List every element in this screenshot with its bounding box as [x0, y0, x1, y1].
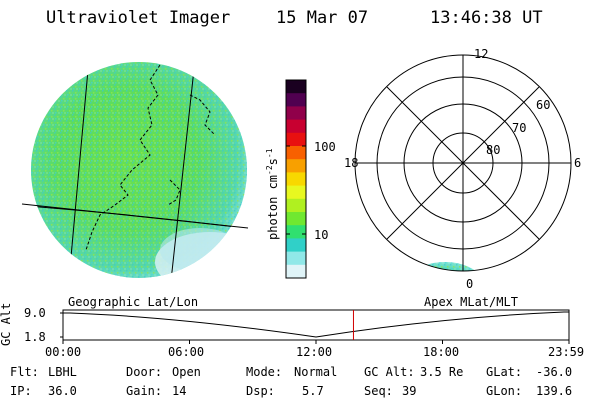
gc-alt-value: 3.5 Re: [420, 365, 464, 379]
colorbar-band: [286, 132, 306, 147]
dsp-label: Dsp:: [246, 384, 275, 398]
colorbar-band: [286, 93, 306, 107]
timeline-tick-2359: 23:59: [548, 345, 585, 359]
observation-time: 13:46:38 UT: [430, 8, 543, 28]
door-value: Open: [172, 365, 201, 379]
filter-label: Flt:: [10, 365, 39, 379]
timeline-tick-0600: 06:00: [168, 345, 205, 359]
polar-mlat-mlt-plot: [354, 54, 572, 272]
uv-image-disc: [21, 62, 249, 278]
mlt-label-12: 12: [474, 47, 489, 61]
timeline-tick-1800: 18:00: [423, 345, 460, 359]
colorbar-band: [286, 251, 306, 266]
timeline-tick-1200: 12:00: [296, 345, 333, 359]
colorbar-tick-100: 100: [314, 140, 336, 154]
colorbar-band: [286, 119, 306, 134]
glon-label: GLon:: [486, 384, 523, 398]
timeline-right-label: Apex MLat/MLT: [424, 295, 518, 309]
mode-value: Normal: [294, 365, 338, 379]
altitude-timeline: [60, 309, 570, 344]
colorbar-band: [286, 159, 306, 173]
glat-label: GLat:: [486, 365, 523, 379]
colorbar-tick-10: 10: [314, 228, 329, 242]
gain-value: 14: [172, 384, 187, 398]
timeline-tick-0000: 00:00: [45, 345, 82, 359]
colorbar-band: [286, 238, 306, 253]
ip-value: 36.0: [48, 384, 77, 398]
mlat-label-70: 70: [512, 121, 527, 135]
filter-value: LBHL: [48, 365, 77, 379]
seq-value: 39: [402, 384, 417, 398]
dsp-value: 5.7: [302, 384, 324, 398]
colorbar-band: [286, 80, 306, 94]
colorbar-band: [286, 198, 306, 213]
colorbar-band: [286, 146, 306, 160]
colorbar-band: [286, 225, 306, 239]
timeline-y-min: 1.8: [24, 330, 46, 344]
colorbar-unit-label: photon cm-2s-1: [265, 148, 280, 240]
ip-label: IP:: [10, 384, 32, 398]
glon-value: 139.6: [536, 384, 573, 398]
glat-value: -36.0: [536, 365, 573, 379]
colorbar: [286, 80, 306, 279]
colorbar-band: [286, 106, 306, 121]
mlt-label-0: 0: [466, 277, 474, 291]
colorbar-band: [286, 172, 306, 187]
timeline-left-label: Geographic Lat/Lon: [68, 295, 199, 309]
timeline-y-axis-label: GC Alt: [0, 302, 13, 346]
gc-alt-label: GC Alt:: [364, 365, 415, 379]
mlt-label-6: 6: [574, 156, 582, 170]
timeline-y-max: 9.0: [24, 306, 46, 320]
mlt-label-18: 18: [344, 156, 359, 170]
colorbar-band: [286, 212, 306, 226]
colorbar-band: [286, 185, 306, 200]
colorbar-band: [286, 264, 306, 279]
mlat-label-60: 60: [536, 98, 551, 112]
gain-label: Gain:: [126, 384, 163, 398]
instrument-title: Ultraviolet Imager: [46, 8, 231, 28]
door-label: Door:: [126, 365, 163, 379]
mode-label: Mode:: [246, 365, 283, 379]
observation-date: 15 Mar 07: [276, 8, 369, 28]
mlat-label-80: 80: [486, 143, 501, 157]
seq-label: Seq:: [364, 384, 393, 398]
